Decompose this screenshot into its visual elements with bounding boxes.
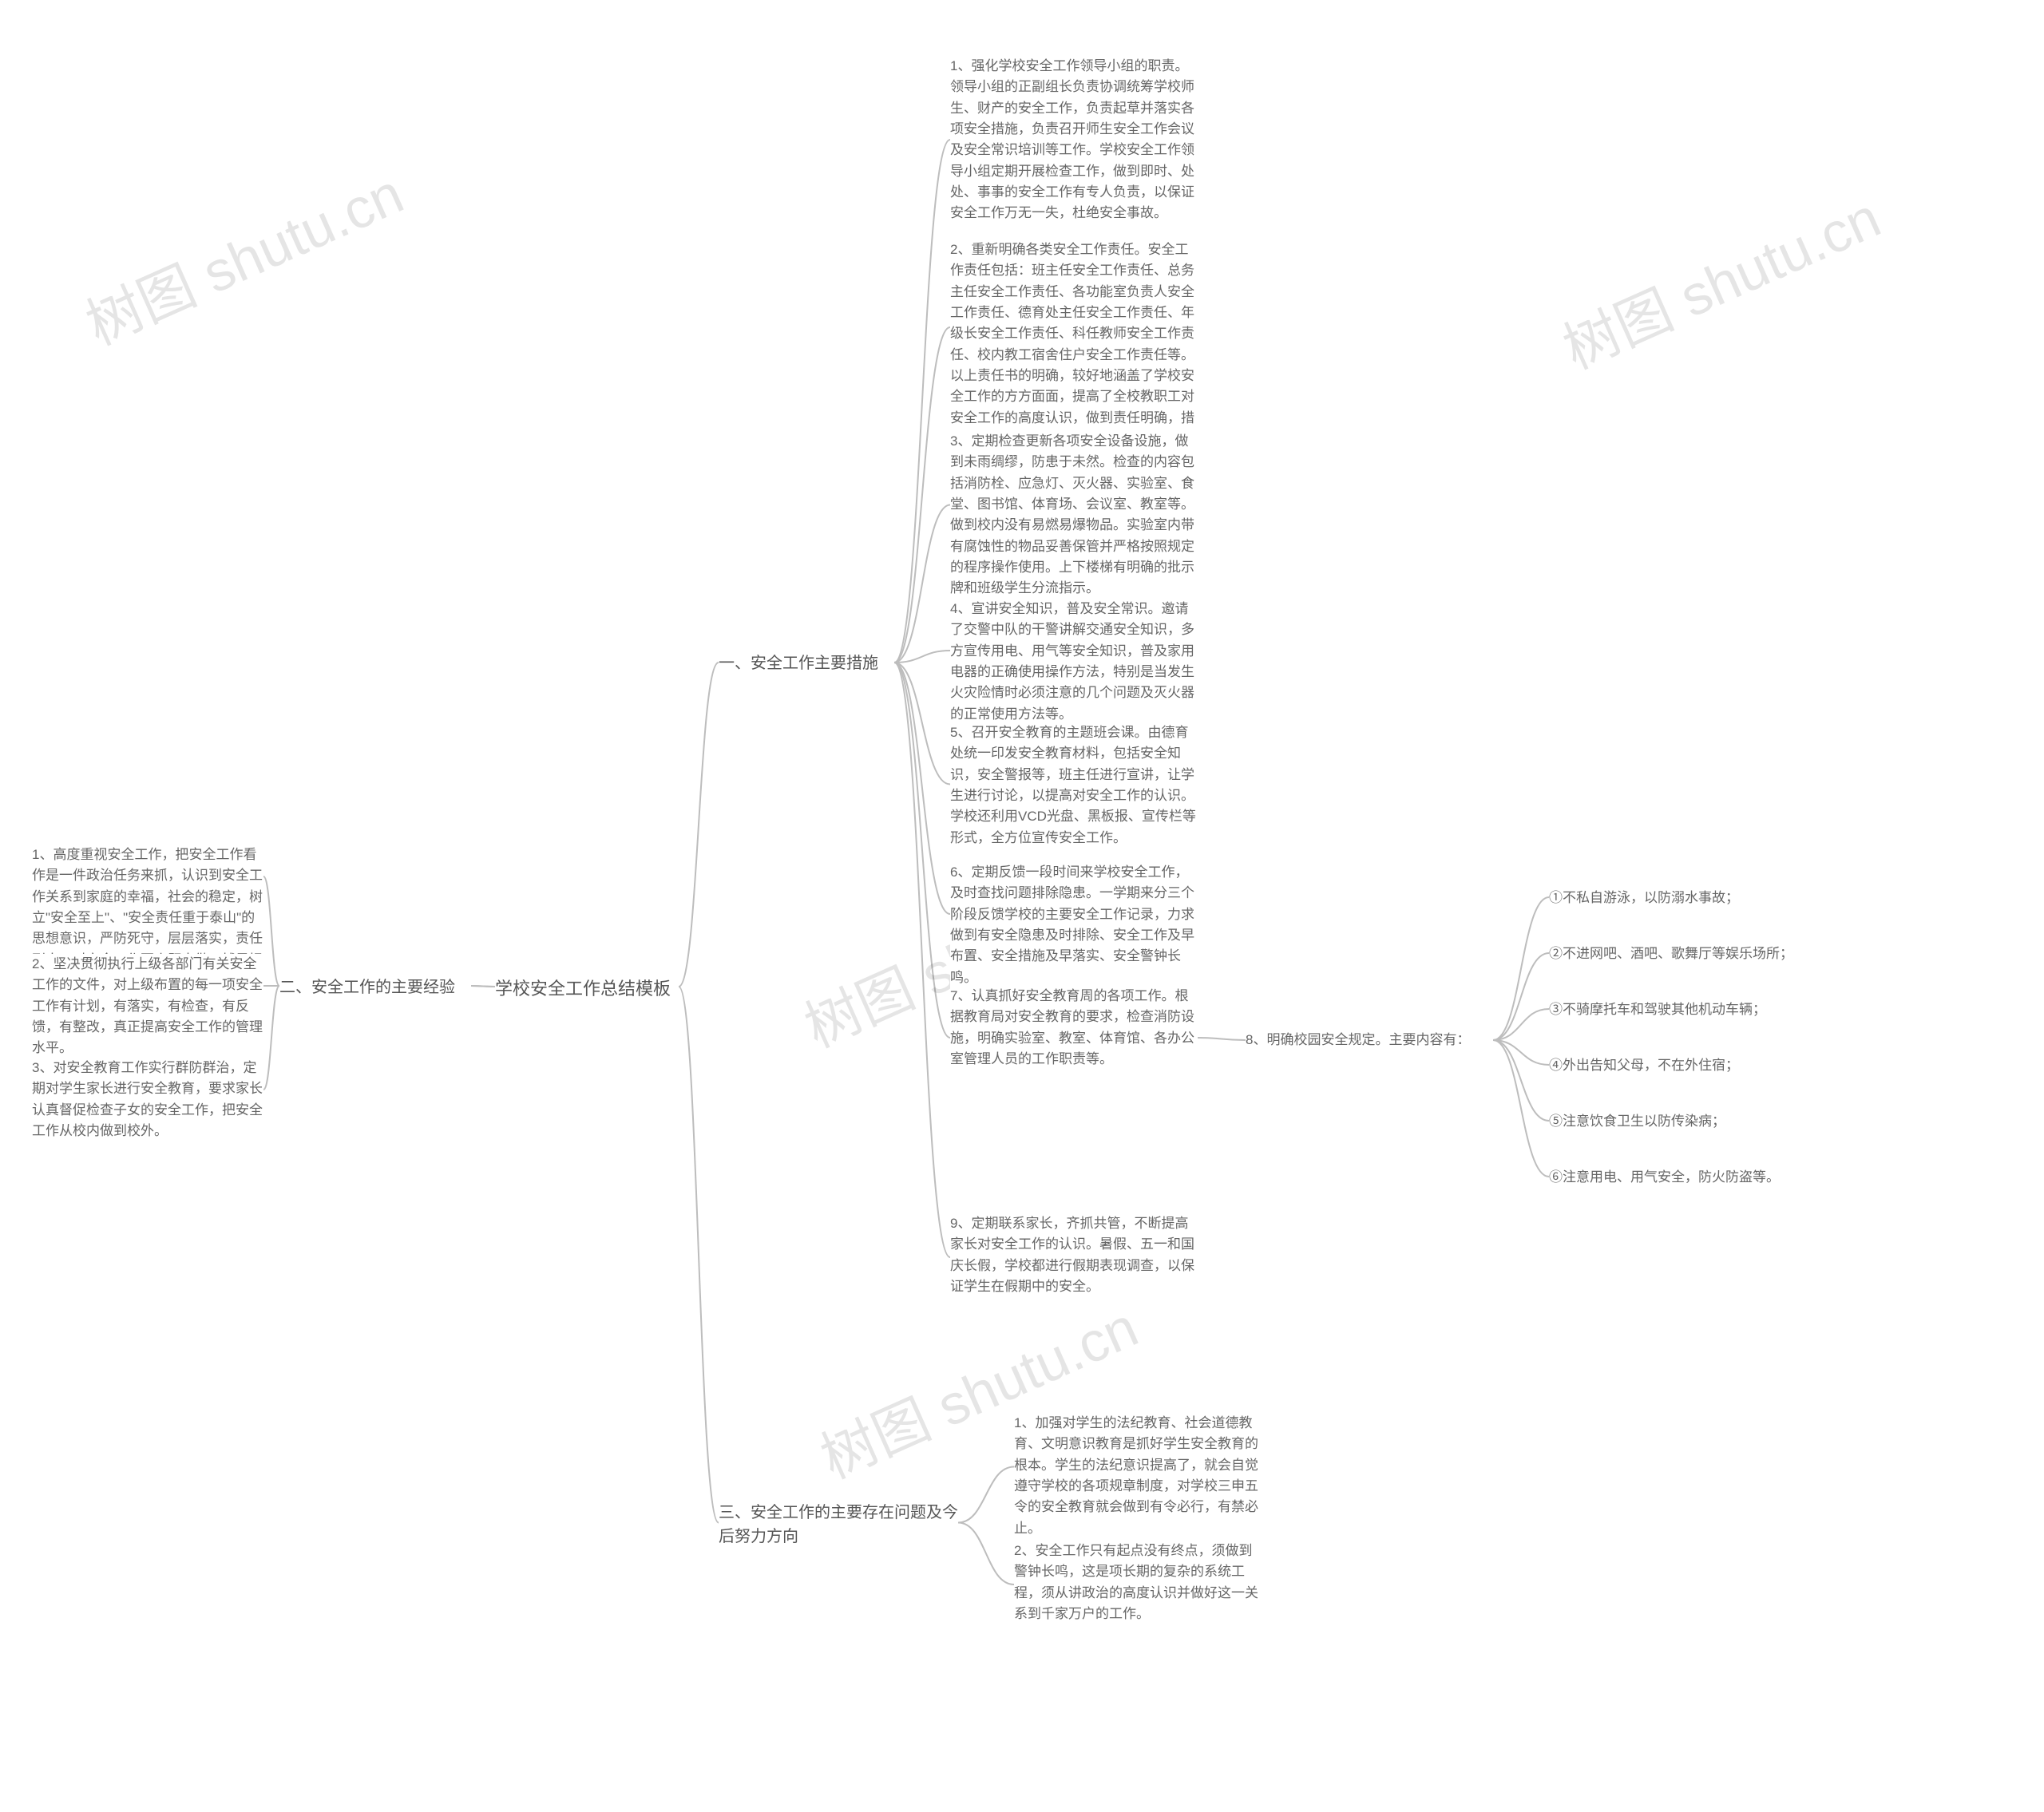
right-1-leaf-5: 5、召开安全教育的主题班会课。由德育处统一印发安全教育材料，包括安全知识，安全警… (950, 722, 1198, 849)
sub-item-4: ④外出告知父母，不在外住宿； (1549, 1055, 1796, 1076)
right-1-leaf-1: 1、强化学校安全工作领导小组的职责。领导小组的正副组长负责协调统筹学校师生、财产… (950, 56, 1198, 224)
mindmap-stage: 树图 shutu.cn树图 shutu.cn树图 shutu.cn树图 shut… (0, 0, 2044, 1812)
sub-item-3: ③不骑摩托车和驾驶其他机动车辆； (1549, 999, 1796, 1020)
right-1-leaf-8: 9、定期联系家长，齐抓共管，不断提高家长对安全工作的认识。暑假、五一和国庆长假，… (950, 1213, 1198, 1297)
branch-right-2-title: 三、安全工作的主要存在问题及今后努力方向 (719, 1501, 958, 1549)
right-1-leaf-2: 2、重新明确各类安全工作责任。安全工作责任包括：班主任安全工作责任、总务主任安全… (950, 239, 1198, 449)
sub-item-1: ①不私自游泳，以防溺水事故； (1549, 888, 1796, 908)
sub-branch-title: 8、明确校园安全规定。主要内容有： (1246, 1030, 1493, 1050)
watermark: 树图 shutu.cn (1549, 174, 1891, 386)
right-2-leaf-1: 1、加强对学生的法纪教育、社会道德教育、文明意识教育是抓好学生安全教育的根本。学… (1014, 1413, 1262, 1539)
root-node: 学校安全工作总结模板 (495, 975, 679, 1002)
branch-left-title: 二、安全工作的主要经验 (279, 975, 471, 999)
right-2-leaf-2: 2、安全工作只有起点没有终点，须做到警钟长鸣，这是项长期的复杂的系统工程，须从讲… (1014, 1541, 1262, 1624)
right-1-leaf-6: 6、定期反馈一段时间来学校安全工作，及时查找问题排除隐患。一学期来分三个阶段反馈… (950, 862, 1198, 988)
branch-right-1-title: 一、安全工作主要措施 (719, 651, 894, 675)
watermark: 树图 shutu.cn (72, 150, 414, 362)
sub-item-2: ②不进网吧、酒吧、歌舞厅等娱乐场所； (1549, 944, 1796, 964)
sub-item-6: ⑥注意用电、用气安全，防火防盗等。 (1549, 1167, 1796, 1188)
right-1-leaf-3: 3、定期检查更新各项安全设备设施，做到未雨绸缪，防患于未然。检查的内容包括消防栓… (950, 431, 1198, 599)
left-leaf-3: 3、对安全教育工作实行群防群治，定期对学生家长进行安全教育，要求家长认真督促检查… (32, 1058, 263, 1141)
right-1-leaf-7: 7、认真抓好安全教育周的各项工作。根据教育局对安全教育的要求，检查消防设施，明确… (950, 986, 1198, 1070)
left-leaf-2: 2、坚决贯彻执行上级各部门有关安全工作的文件，对上级布置的每一项安全工作有计划，… (32, 954, 263, 1059)
sub-item-5: ⑤注意饮食卫生以防传染病； (1549, 1111, 1796, 1132)
right-1-leaf-4: 4、宣讲安全知识，普及安全常识。邀请了交警中队的干警讲解交通安全知识，多方宣传用… (950, 599, 1198, 725)
